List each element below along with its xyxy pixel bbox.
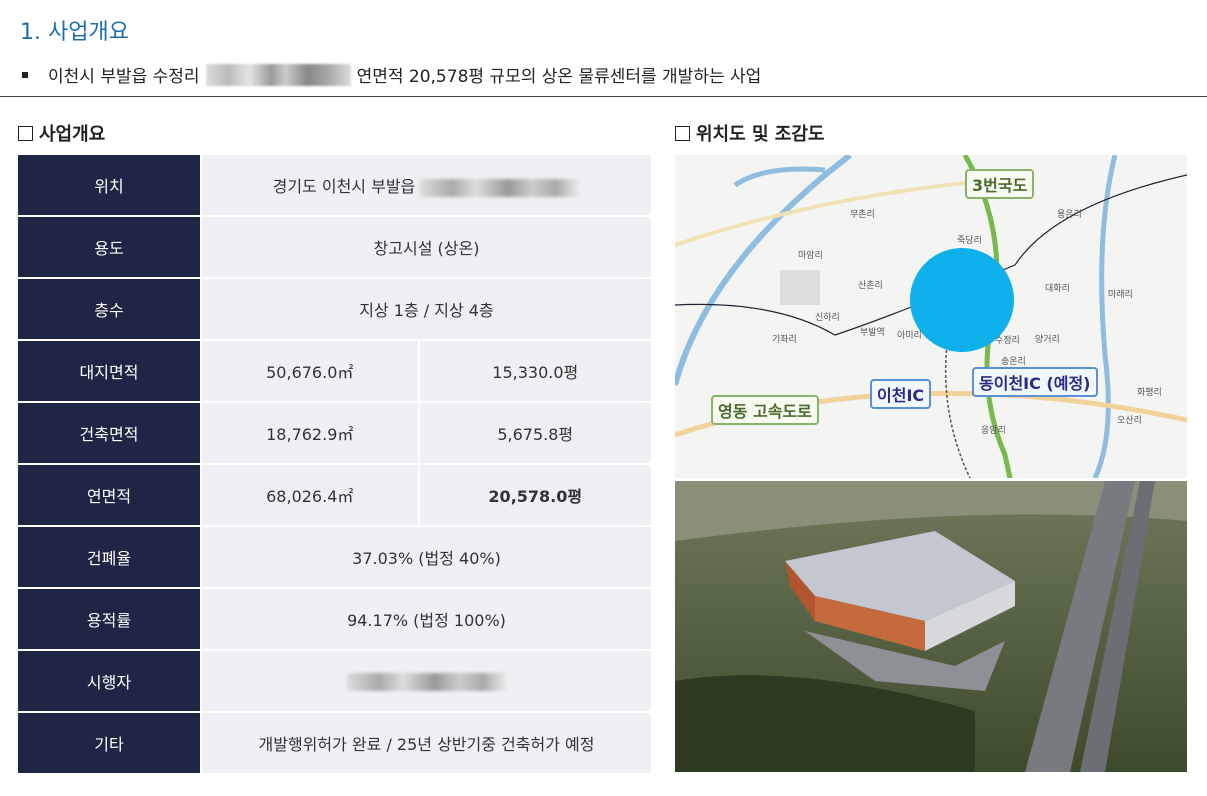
row-label: 위치	[18, 155, 200, 215]
row-value-pyeong: 20,578.0평	[419, 465, 651, 525]
place-label: 무촌리	[850, 210, 875, 220]
redacted-address	[205, 63, 351, 86]
place-label: 오산리	[1117, 416, 1142, 426]
place-label: 마래리	[1108, 290, 1133, 300]
row-label: 건폐율	[18, 527, 200, 587]
summary-bullet: 이천시 부발읍 수정리 연면적 20,578평 규모의 상온 물류센터를 개발하…	[22, 62, 761, 87]
table-row: 시행자	[18, 651, 651, 711]
row-label: 건축면적	[18, 403, 200, 463]
section-title-text: 위치도 및 조감도	[696, 124, 825, 145]
table-row: 대지면적 50,676.0㎡ 15,330.0평	[18, 341, 651, 401]
page-heading: 1. 사업개요	[20, 20, 129, 45]
table-row: 층수 지상 1층 / 지상 4층	[18, 279, 651, 339]
table-row: 건폐율 37.03% (법정 40%)	[18, 527, 651, 587]
place-label: 대화리	[1045, 284, 1070, 294]
row-value-sqm: 68,026.4㎡	[202, 465, 418, 525]
row-value	[202, 651, 651, 711]
table-row: 연면적 68,026.4㎡ 20,578.0평	[18, 465, 651, 525]
checkbox-square-icon	[18, 125, 33, 141]
row-label: 용도	[18, 217, 200, 277]
table-row: 위치 경기도 이천시 부발읍	[18, 155, 651, 215]
summary-text-start: 이천시 부발읍 수정리	[48, 67, 200, 87]
row-value: 경기도 이천시 부발읍	[202, 155, 651, 215]
rendering-image	[675, 481, 1187, 772]
row-label: 기타	[18, 713, 200, 773]
route3-callout: 3번국도	[965, 169, 1035, 199]
yeongdong-expressway-callout: 영동 고속도로	[711, 395, 819, 425]
place-label: 마암리	[798, 251, 823, 261]
checkbox-square-icon	[675, 125, 690, 141]
site-marker	[910, 248, 1014, 352]
place-label: 부발역	[860, 328, 885, 338]
place-label: 죽당리	[957, 236, 982, 246]
place-label: 산촌리	[858, 281, 883, 291]
row-label: 시행자	[18, 651, 200, 711]
row-value: 94.17% (법정 100%)	[202, 589, 651, 649]
aerial-rendering	[675, 481, 1187, 772]
place-label: 수정리	[995, 336, 1020, 346]
place-label: 기좌리	[772, 335, 797, 345]
row-label: 대지면적	[18, 341, 200, 401]
place-label: 응암리	[981, 426, 1006, 436]
row-value-pyeong: 15,330.0평	[419, 341, 651, 401]
row-value-pyeong: 5,675.8평	[419, 403, 651, 463]
east-icheon-ic-callout: 동이천IC (예정)	[972, 367, 1098, 397]
location-map: 무촌리 죽당리 용은리 마암리 신하리 아미리 수정리 송온리 기좌리 대화리 …	[675, 155, 1187, 478]
location-text: 경기도 이천시 부발읍	[272, 177, 416, 196]
overview-table: 위치 경기도 이천시 부발읍 용도 창고시설 (상온) 층수 지상 1층 / 지상 4…	[16, 153, 653, 775]
place-label: 용은리	[1057, 210, 1082, 220]
place-label: 양거리	[1035, 335, 1060, 345]
row-value: 개발행위허가 완료 / 25년 상반기중 건축허가 예정	[202, 713, 651, 773]
section-location-title: 위치도 및 조감도	[675, 120, 824, 146]
row-value: 지상 1층 / 지상 4층	[202, 279, 651, 339]
icheon-ic-callout: 이천IC	[870, 379, 932, 409]
row-value-sqm: 50,676.0㎡	[202, 341, 418, 401]
row-value-sqm: 18,762.9㎡	[202, 403, 418, 463]
table-row: 건축면적 18,762.9㎡ 5,675.8평	[18, 403, 651, 463]
place-label: 아미리	[897, 331, 922, 341]
bullet-icon	[22, 71, 28, 78]
place-label: 송온리	[1001, 357, 1026, 367]
row-label: 층수	[18, 279, 200, 339]
section-overview-title: 사업개요	[18, 120, 105, 146]
redacted-developer	[346, 672, 507, 691]
row-label: 연면적	[18, 465, 200, 525]
table-row: 용도 창고시설 (상온)	[18, 217, 651, 277]
map-roads	[675, 155, 1187, 478]
divider	[0, 96, 1207, 97]
summary-text-end: 연면적 20,578평 규모의 상온 물류센터를 개발하는 사업	[356, 67, 762, 87]
table-row: 기타 개발행위허가 완료 / 25년 상반기중 건축허가 예정	[18, 713, 651, 773]
row-label: 용적률	[18, 589, 200, 649]
table-row: 용적률 94.17% (법정 100%)	[18, 589, 651, 649]
row-value: 창고시설 (상온)	[202, 217, 651, 277]
place-label: 화평리	[1137, 388, 1162, 398]
redacted-address	[420, 178, 581, 197]
place-label: 신하리	[815, 313, 840, 323]
row-value: 37.03% (법정 40%)	[202, 527, 651, 587]
section-title-text: 사업개요	[39, 124, 106, 145]
